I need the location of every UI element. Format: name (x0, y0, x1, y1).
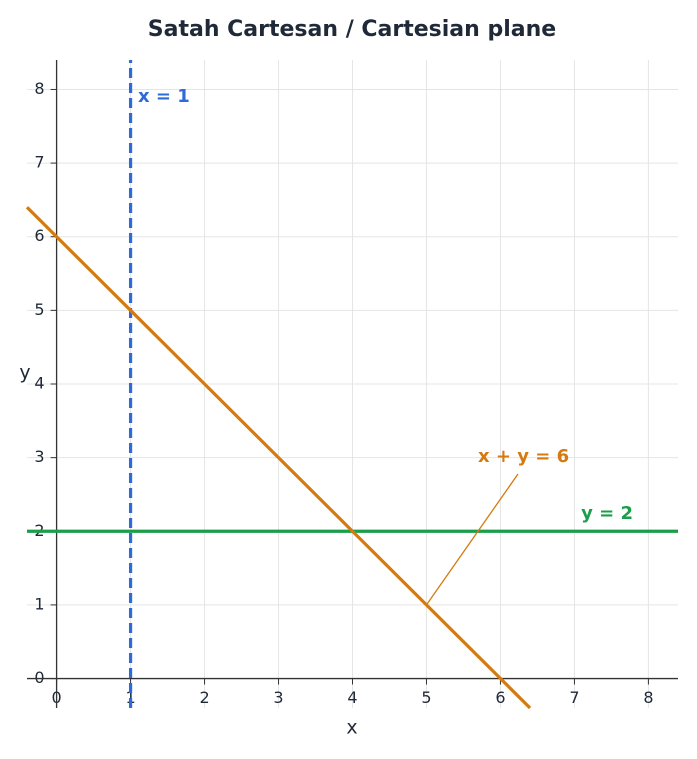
x-tick-label: 4 (347, 688, 357, 707)
x-tick-label: 3 (273, 688, 283, 707)
x-tick-label: 1 (125, 688, 135, 707)
y-tick-label: 4 (34, 374, 44, 393)
annotation-arrow (425, 473, 519, 606)
y-tick-label: 1 (34, 594, 44, 613)
y-tick-label: 5 (34, 300, 44, 319)
y-tick-label: 7 (34, 153, 44, 172)
x-axis-label: x (346, 717, 357, 739)
y-tick-label: 3 (34, 447, 44, 466)
line-label: x = 1 (138, 86, 190, 107)
line-series (25, 206, 532, 710)
x-tick-label: 5 (421, 688, 431, 707)
chart-title: Satah Cartesan / Cartesian plane (148, 17, 556, 42)
x-tick-label: 2 (199, 688, 209, 707)
y-tick-label: 8 (34, 79, 44, 98)
y-tick-label: 6 (34, 226, 44, 245)
line-label: y = 2 (581, 503, 633, 524)
x-tick-label: 7 (569, 688, 579, 707)
x-tick-label: 8 (643, 688, 653, 707)
y-axis-label: y (19, 362, 30, 384)
x-tick-label: 6 (495, 688, 505, 707)
y-tick-label: 0 (34, 668, 44, 687)
line-label: x + y = 6 (478, 446, 569, 467)
